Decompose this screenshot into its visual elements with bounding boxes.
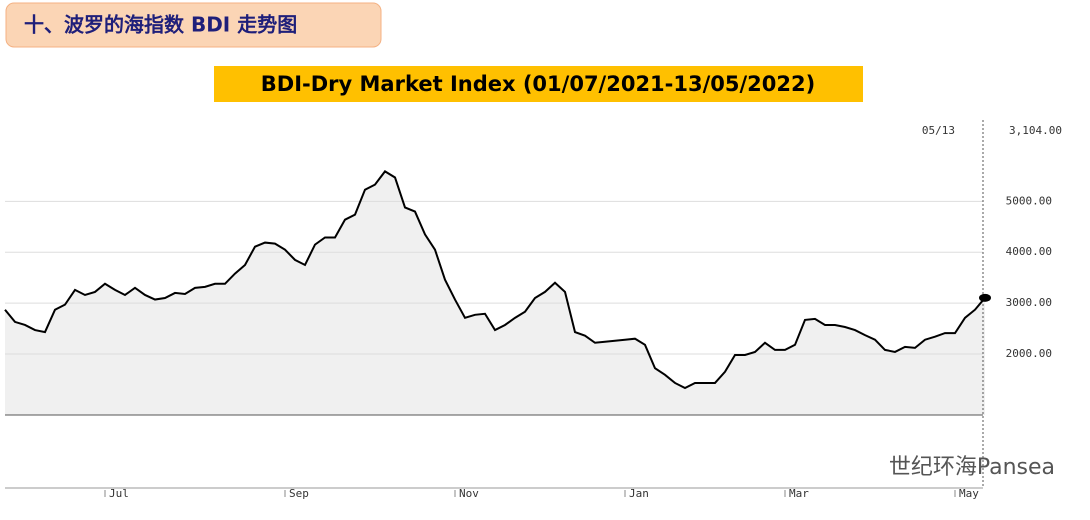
x-tick-label: Mar [789, 487, 809, 500]
line [4, 170, 986, 390]
y-tick-label: 2000.00 [1006, 347, 1052, 360]
last-point [979, 293, 991, 302]
y-tick-label: 4000.00 [1006, 245, 1052, 258]
y-tick-label: 3000.00 [1006, 296, 1052, 309]
x-tick-label: May [959, 487, 979, 500]
title-box [214, 66, 863, 102]
x-tick-label: Jan [629, 487, 649, 500]
x-tick-label: Sep [289, 487, 309, 500]
chart-title: BDI-Dry Market Index (01/07/2021-13/05/2… [261, 72, 815, 96]
watermark: 世纪环海Pansea [889, 455, 1055, 480]
x-tick-label: Jul [109, 487, 129, 500]
last-value: 3,104.00 [1009, 124, 1062, 137]
plot: 2000.00 3000.00 4000.00 5000.00 Jul Sep Nov Jan… [4, 120, 1052, 500]
y-tick-label: 5000.00 [1006, 194, 1052, 207]
x-tick-label: Nov [459, 487, 479, 500]
header: 十、波罗的海指数 BDI 走势图 [24, 13, 297, 37]
header-box [5, 2, 382, 48]
last-date: 05/13 [922, 124, 955, 137]
